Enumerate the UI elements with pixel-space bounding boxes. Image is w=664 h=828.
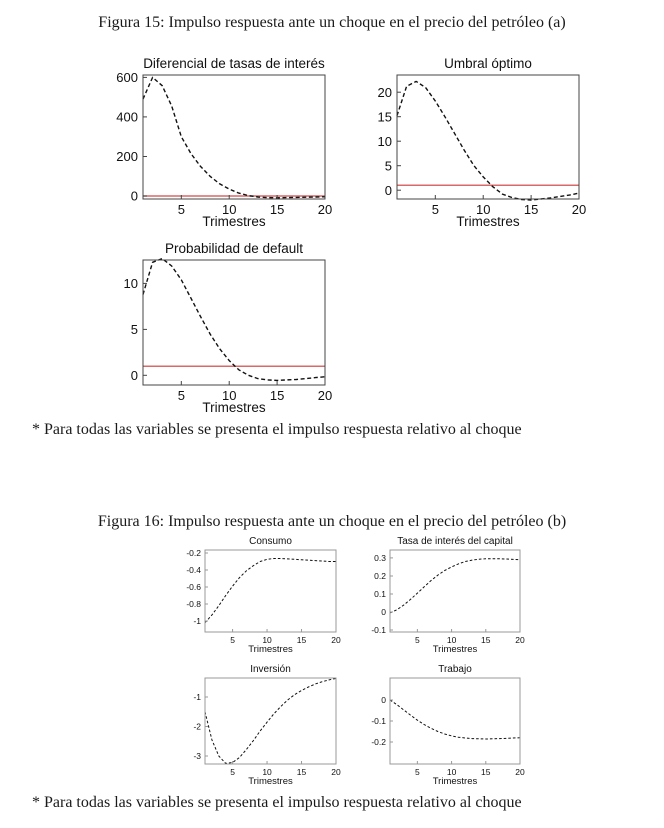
x-tick-label: 10: [262, 767, 272, 777]
x-tick-label: 5: [178, 202, 185, 217]
x-tick-label: 20: [572, 202, 586, 217]
umbral-optimo-xlabel: Trimestres: [456, 214, 519, 229]
y-tick-label: 20: [378, 85, 392, 100]
inversion-xlabel: Trimestres: [248, 776, 293, 787]
y-tick-label: 0: [381, 695, 386, 705]
figure15-footnote: * Para todas las variables se presenta e…: [32, 421, 522, 438]
x-tick-label: 5: [230, 635, 235, 645]
tasa-interes-capital-xlabel: Trimestres: [433, 644, 478, 655]
y-tick-label: -1: [193, 692, 201, 702]
x-tick-label: 20: [515, 635, 525, 645]
y-tick-label: 10: [378, 134, 392, 149]
x-tick-label: 10: [447, 635, 457, 645]
x-tick-label: 15: [524, 202, 538, 217]
x-tick-label: 20: [331, 635, 341, 645]
x-tick-label: 20: [318, 202, 332, 217]
inversion-title: Inversión: [250, 664, 291, 675]
chart-tasa-interes-capital: 5 10 15 20 -0.1 0 0.1 0.2 0.3 Tasa de interés del…: [371, 536, 525, 655]
y-tick-label: -0.4: [186, 565, 201, 575]
umbral-optimo-series: [396, 80, 580, 201]
y-tick-label: -0.8: [186, 599, 201, 609]
consumo-title: Consumo: [249, 536, 292, 547]
y-tick-label: 0.1: [374, 589, 386, 599]
y-tick-label: 0: [131, 189, 138, 204]
x-tick-label: 10: [476, 202, 490, 217]
x-tick-label: 5: [432, 202, 439, 217]
y-tick-label: 400: [116, 109, 138, 124]
inversion-axes-frame: [204, 677, 337, 765]
probabilidad-default-xlabel: Trimestres: [202, 400, 265, 415]
chart-umbral-optimo: 5 10 15 20 0 5 10 15 20 Umbral óptimo Trimestres: [378, 56, 587, 229]
trabajo-xlabel: Trimestres: [433, 776, 478, 787]
y-tick-label: -1: [193, 616, 201, 626]
chart-trabajo: 5 10 15 20 -0.2 -0.1 0 Trabajo Trimestres: [371, 664, 525, 787]
chart-probabilidad-default: 5 10 15 20 0 5 10 Probabilidad de default Trimes…: [124, 241, 333, 415]
x-tick-label: 10: [447, 767, 457, 777]
x-tick-label: 20: [515, 767, 525, 777]
y-tick-label: 5: [385, 158, 392, 173]
x-tick-label: 5: [230, 767, 235, 777]
probabilidad-default-series: [142, 257, 326, 382]
x-tick-label: 10: [222, 388, 236, 403]
chart-inversion: 5 10 15 20 -3 -2 -1 Inversión Trimestres: [193, 664, 341, 787]
x-tick-label: 5: [178, 388, 185, 403]
x-tick-label: 15: [270, 388, 284, 403]
x-tick-label: 15: [297, 635, 307, 645]
y-tick-label: 0: [381, 607, 386, 617]
y-tick-label: 10: [124, 276, 138, 291]
x-tick-label: 15: [481, 767, 491, 777]
trabajo-title: Trabajo: [438, 664, 472, 675]
inversion-series: [204, 677, 337, 764]
y-tick-label: -0.1: [371, 716, 386, 726]
diferencial-tasas-axes-frame: [142, 74, 326, 200]
tasa-interes-capital-series: [389, 558, 521, 614]
consumo-xlabel: Trimestres: [248, 644, 293, 655]
diferencial-tasas-title: Diferencial de tasas de interés: [143, 56, 325, 71]
trabajo-axes-frame: [389, 677, 521, 765]
x-tick-label: 15: [481, 635, 491, 645]
y-tick-label: 0: [385, 183, 392, 198]
figure16-footnote: * Para todas las variables se presenta e…: [32, 794, 522, 811]
consumo-series: [204, 558, 336, 624]
x-tick-label: 20: [331, 767, 341, 777]
x-tick-label: 20: [318, 388, 332, 403]
trabajo-series: [389, 699, 521, 740]
y-tick-label: 0.3: [374, 553, 386, 563]
x-tick-label: 10: [222, 202, 236, 217]
y-tick-label: -3: [193, 751, 201, 761]
diferencial-tasas-series: [142, 76, 326, 199]
chart-consumo: 5 10 15 20 -1 -0.8 -0.6 -0.4 -0.2 Consumo Trimestr…: [186, 536, 341, 655]
y-tick-label: 200: [116, 149, 138, 164]
figure15-caption: Figura 15: Impulso respuesta ante un cho…: [98, 14, 566, 31]
x-tick-label: 15: [297, 767, 307, 777]
umbral-optimo-axes-frame: [396, 74, 580, 200]
tasa-interes-capital-axes-frame: [389, 549, 521, 633]
y-tick-label: 0: [131, 368, 138, 383]
x-tick-label: 5: [415, 635, 420, 645]
y-tick-label: 5: [131, 322, 138, 337]
x-tick-label: 15: [270, 202, 284, 217]
y-tick-label: 600: [116, 70, 138, 85]
y-tick-label: 15: [378, 109, 392, 124]
probabilidad-default-axes-frame: [142, 259, 326, 386]
y-tick-label: -0.6: [186, 582, 201, 592]
y-tick-label: -0.2: [186, 548, 201, 558]
x-tick-label: 5: [415, 767, 420, 777]
probabilidad-default-title: Probabilidad de default: [165, 241, 303, 256]
consumo-axes-frame: [204, 549, 337, 633]
y-tick-label: 0.2: [374, 571, 386, 581]
figure16-caption: Figura 16: Impulso respuesta ante un cho…: [97, 513, 567, 530]
y-tick-label: -0.1: [371, 625, 386, 635]
y-tick-label: -2: [193, 721, 201, 731]
x-tick-label: 10: [262, 635, 272, 645]
tasa-interes-capital-title: Tasa de interés del capital: [397, 536, 513, 547]
diferencial-tasas-xlabel: Trimestres: [202, 214, 265, 229]
y-tick-label: -0.2: [371, 737, 386, 747]
umbral-optimo-title: Umbral óptimo: [444, 56, 532, 71]
